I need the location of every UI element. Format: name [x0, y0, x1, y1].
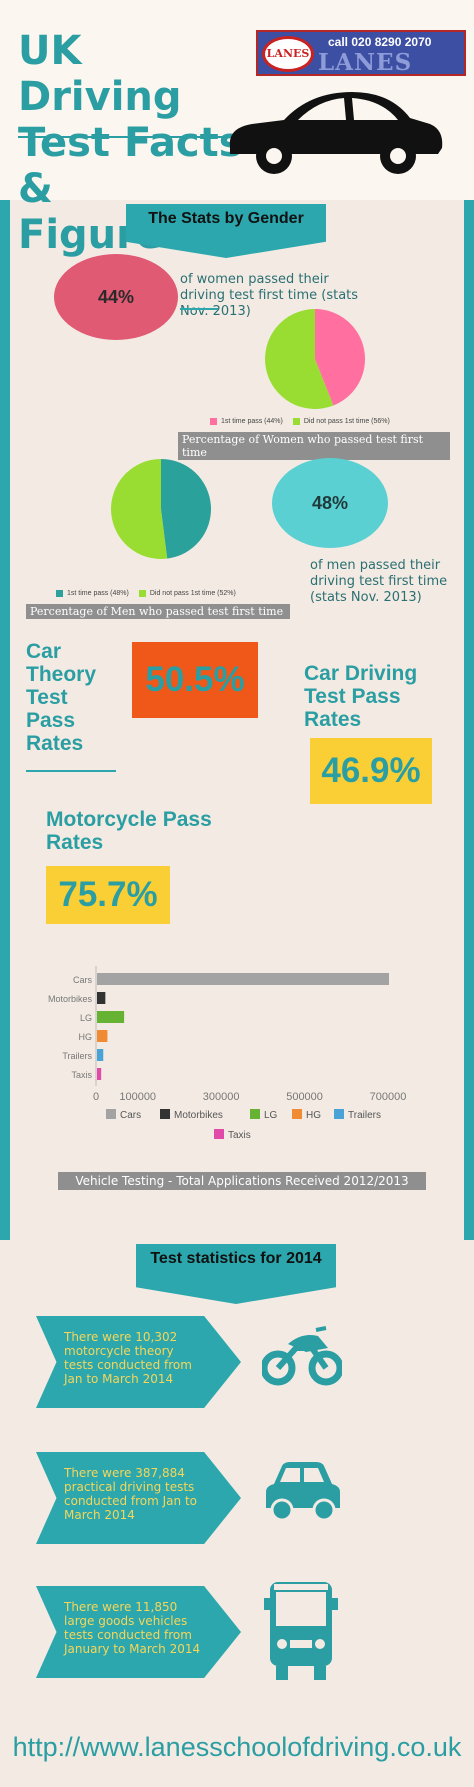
stat-2014-text-1: There were 10,302 motorcycle theory test… — [64, 1330, 192, 1386]
women-caption: Percentage of Women who passed test firs… — [178, 432, 450, 460]
women-percent: 44% — [97, 286, 135, 307]
chart-bar-taxis — [97, 1068, 102, 1080]
chart-x-tick-label: 100000 — [119, 1091, 156, 1103]
men-percent-circle: 48% — [272, 458, 388, 548]
legend-swatch-pass — [56, 590, 63, 597]
chart-legend-swatch — [250, 1109, 260, 1119]
women-stat-text: of women passed their driving test first… — [180, 272, 359, 319]
chart-title: Vehicle Testing - Total Applications Rec… — [58, 1172, 426, 1190]
chart-legend-label: HG — [306, 1110, 321, 1121]
chart-legend-label: Cars — [120, 1110, 141, 1121]
car-driving-value: 46.9% — [321, 751, 421, 790]
bus-icon — [264, 1582, 338, 1680]
chart-bar-motorbikes — [97, 992, 106, 1004]
gender-heading-ribbon: The Stats by Gender — [126, 204, 326, 258]
lanes-blog-banner[interactable]: LANES call 020 8290 2070 LANES BLOG — [256, 30, 466, 76]
chart-x-tick-label: 300000 — [203, 1091, 240, 1103]
legend-swatch-pass — [210, 418, 217, 425]
stat-2014-item-1: There were 10,302 motorcycle theory test… — [36, 1316, 241, 1408]
stat-2014-item-2: There were 387,884 practical driving tes… — [36, 1452, 241, 1544]
chart-bar-hg — [97, 1030, 108, 1042]
car-icon — [266, 1462, 340, 1522]
chart-category-label: Cars — [73, 975, 93, 985]
gender-section: The Stats by Gender 44% of women passed … — [10, 204, 464, 624]
chart-legend-label: LG — [264, 1110, 278, 1121]
stats-2014-heading: Test statistics for 2014 — [150, 1250, 322, 1267]
vehicle-bar-chart: Cars Motorbikes LG HG Trailers Taxis 0 100000 30… — [48, 966, 407, 1141]
men-pie-slice-pass — [161, 459, 211, 559]
motorcycle-label: Motorcycle Pass Rates — [46, 808, 212, 854]
lanes-logo: LANES — [262, 36, 314, 72]
car-theory-value-box: 50.5% — [132, 642, 258, 718]
title-underline — [18, 136, 240, 138]
chart-legend-swatch — [160, 1109, 170, 1119]
chart-legend-swatch — [214, 1129, 224, 1139]
legend-swatch-fail — [138, 590, 146, 597]
chart-x-tick-label: 700000 — [370, 1091, 407, 1103]
chart-category-label: HG — [79, 1032, 93, 1042]
chart-x-tick-label: 500000 — [286, 1091, 323, 1103]
left-border-strip — [0, 0, 10, 1240]
car-theory-divider — [26, 770, 116, 772]
car-driving-value-box: 46.9% — [310, 738, 432, 804]
stat-2014-item-3: There were 11,850 large goods vehicles t… — [36, 1586, 241, 1678]
women-pie-slice-fail — [264, 309, 334, 409]
footer-url-link[interactable]: http://www.lanesschoolofdriving.co.uk — [12, 1732, 462, 1762]
women-divider — [180, 308, 218, 310]
stat-2014-text-3: There were 11,850 large goods vehicles t… — [64, 1600, 201, 1656]
chart-x-tick-label: 0 — [93, 1091, 99, 1103]
car-driving-label: Car Driving Test Pass Rates — [304, 662, 418, 731]
men-percent: 48% — [311, 492, 349, 513]
legend-label-fail: Did not pass 1st time (56%) — [303, 418, 390, 425]
car-theory-value: 50.5% — [145, 660, 245, 699]
chart-category-label: Trailers — [62, 1051, 92, 1061]
men-legend: 1st time pass (48%) Did not pass 1st tim… — [56, 590, 236, 597]
chart-legend-swatch — [106, 1109, 116, 1119]
men-pie-slice-fail — [111, 459, 168, 559]
chart-category-label: LG — [80, 1013, 92, 1023]
header: UK Driving Test Facts & Figures LANES ca… — [0, 0, 474, 258]
chart-legend-label: Trailers — [348, 1110, 381, 1121]
men-caption: Percentage of Men who passed test first … — [26, 604, 290, 619]
chart-legend-swatch — [334, 1109, 344, 1119]
motorcycle-value: 75.7% — [58, 875, 158, 914]
women-pie-slice-pass — [315, 309, 365, 406]
chart-bar-trailers — [97, 1049, 104, 1061]
chart-bar-lg — [97, 1011, 125, 1023]
legend-label-pass: 1st time pass (44%) — [221, 418, 283, 425]
page-title: UK Driving Test Facts & Figures — [18, 28, 248, 258]
gender-heading: The Stats by Gender — [148, 210, 304, 227]
right-border-strip — [464, 0, 474, 1240]
chart-legend-label: Taxis — [228, 1130, 251, 1141]
phone-number: call 020 8290 2070 — [328, 35, 432, 49]
legend-swatch-fail — [292, 418, 300, 425]
stats-2014-heading-ribbon: Test statistics for 2014 — [136, 1244, 336, 1304]
car-theory-label: Car Theory Test Pass Rates — [26, 640, 97, 755]
legend-label-fail: Did not pass 1st time (52%) — [149, 590, 236, 597]
motorcycle-icon — [262, 1326, 342, 1386]
blog-title: LANES BLOG — [318, 49, 413, 76]
stat-2014-text-2: There were 387,884 practical driving tes… — [64, 1466, 197, 1522]
chart-category-label: Motorbikes — [48, 994, 93, 1004]
motorcycle-value-box: 75.7% — [46, 866, 170, 924]
legend-label-pass: 1st time pass (48%) — [67, 590, 129, 597]
vehicle-testing-chart: Cars Motorbikes LG HG Trailers Taxis 0 100000 30… — [10, 930, 464, 1240]
car-silhouette-icon — [229, 92, 443, 174]
chart-legend-label: Motorbikes — [174, 1110, 223, 1121]
chart-bar-cars — [97, 973, 389, 985]
women-percent-circle: 44% — [54, 254, 178, 340]
chart-category-label: Taxis — [71, 1070, 92, 1080]
chart-legend-swatch — [292, 1109, 302, 1119]
title-line-1: UK Driving — [18, 28, 182, 120]
men-pie-chart — [111, 459, 211, 559]
women-legend: 1st time pass (44%) Did not pass 1st tim… — [210, 418, 390, 425]
women-pie-chart — [264, 309, 365, 409]
men-stat-text: of men passed their driving test first t… — [310, 558, 448, 605]
title-line-2: Test Facts & — [18, 120, 243, 212]
